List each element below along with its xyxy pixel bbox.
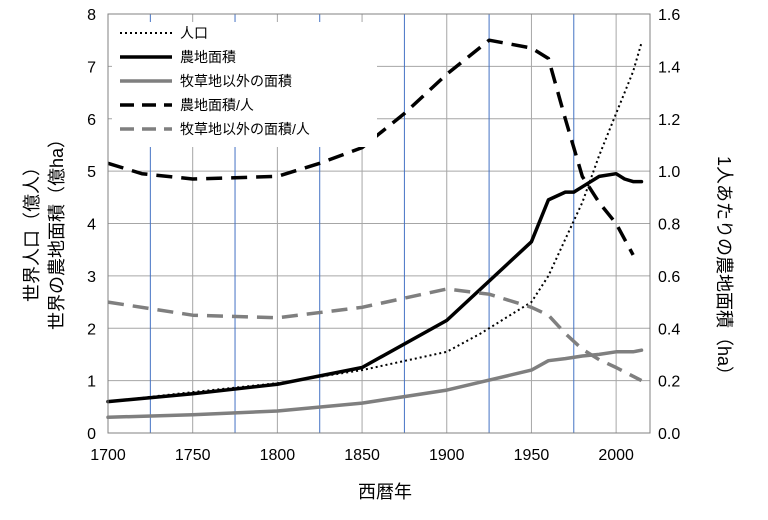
x-tick-label: 1950: [514, 447, 550, 464]
y-left-tick-label: 6: [87, 112, 96, 129]
y-left-tick-label: 4: [87, 217, 96, 234]
legend-label-4: 農地面積/人: [180, 97, 254, 113]
y-left-axis-title-2: 世界の農地面積（億ha）: [47, 130, 67, 330]
y-right-axis-ticks: 0.0 0.2 0.4 0.6 0.8 1.0 1.2 1.4 1.6: [658, 7, 680, 443]
y-left-axis-title-1: 世界人口（億人）: [22, 158, 42, 302]
y-right-tick-label: 1.6: [658, 7, 680, 24]
series-line-1: [107, 42, 643, 403]
series-line-4: [107, 38, 635, 256]
legend-label-1: 人口: [180, 25, 208, 41]
y-left-tick-label: 2: [87, 321, 96, 338]
y-right-tick-label: 0.8: [658, 217, 680, 234]
x-tick-label: 1900: [429, 447, 465, 464]
y-right-tick-label: 0.0: [658, 426, 680, 443]
y-right-tick-label: 0.6: [658, 269, 680, 286]
y-left-tick-label: 3: [87, 269, 96, 286]
series-line-2: [106, 171, 644, 404]
x-axis-ticks: 1700 1750 1800 1850 1900 1950 2000: [90, 447, 634, 464]
y-right-tick-label: 0.4: [658, 321, 680, 338]
series-lines: [106, 38, 644, 420]
y-right-tick-label: 1.2: [658, 112, 680, 129]
y-left-tick-label: 0: [87, 426, 96, 443]
y-left-tick-label: 7: [87, 59, 96, 76]
series-line-5: [107, 287, 643, 383]
plot-frame: [107, 13, 651, 434]
legend-label-3: 牧草地以外の面積: [180, 73, 292, 89]
y-right-axis-title: 1人あたりの農地面積（ha）: [714, 156, 734, 384]
x-tick-label: 1700: [90, 447, 126, 464]
x-tick-label: 1800: [260, 447, 296, 464]
legend-label-2: 農地面積: [180, 49, 236, 65]
legend-background: [112, 22, 377, 147]
legend-label-5: 牧草地以外の面積/人: [180, 121, 310, 137]
y-left-axis-ticks: 0 1 2 3 4 5 6 7 8: [87, 7, 96, 443]
x-axis-title: 西暦年: [358, 482, 412, 502]
x-tick-label: 2000: [598, 447, 634, 464]
x-tick-label: 1850: [344, 447, 380, 464]
y-left-tick-label: 1: [87, 374, 96, 391]
y-right-tick-label: 0.2: [658, 374, 680, 391]
y-right-tick-label: 1.4: [658, 59, 680, 76]
y-right-tick-label: 1.0: [658, 164, 680, 181]
y-left-tick-label: 5: [87, 164, 96, 181]
x-tick-label: 1750: [175, 447, 211, 464]
series-line-3: [106, 348, 644, 420]
y-left-tick-label: 8: [87, 7, 96, 24]
